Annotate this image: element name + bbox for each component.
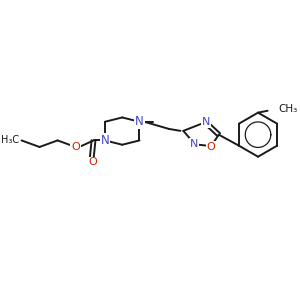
Text: O: O	[88, 158, 97, 167]
Text: N: N	[190, 139, 198, 149]
Text: N: N	[135, 115, 144, 128]
Text: O: O	[207, 142, 215, 152]
Text: CH₃: CH₃	[278, 104, 297, 114]
Text: N: N	[100, 134, 109, 147]
Text: H₃C: H₃C	[2, 135, 20, 146]
Text: N: N	[202, 117, 211, 127]
Text: O: O	[71, 142, 80, 152]
